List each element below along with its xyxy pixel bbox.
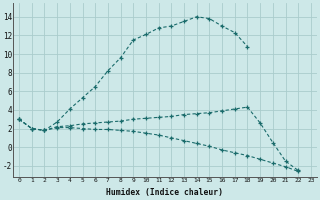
X-axis label: Humidex (Indice chaleur): Humidex (Indice chaleur) (107, 188, 223, 197)
